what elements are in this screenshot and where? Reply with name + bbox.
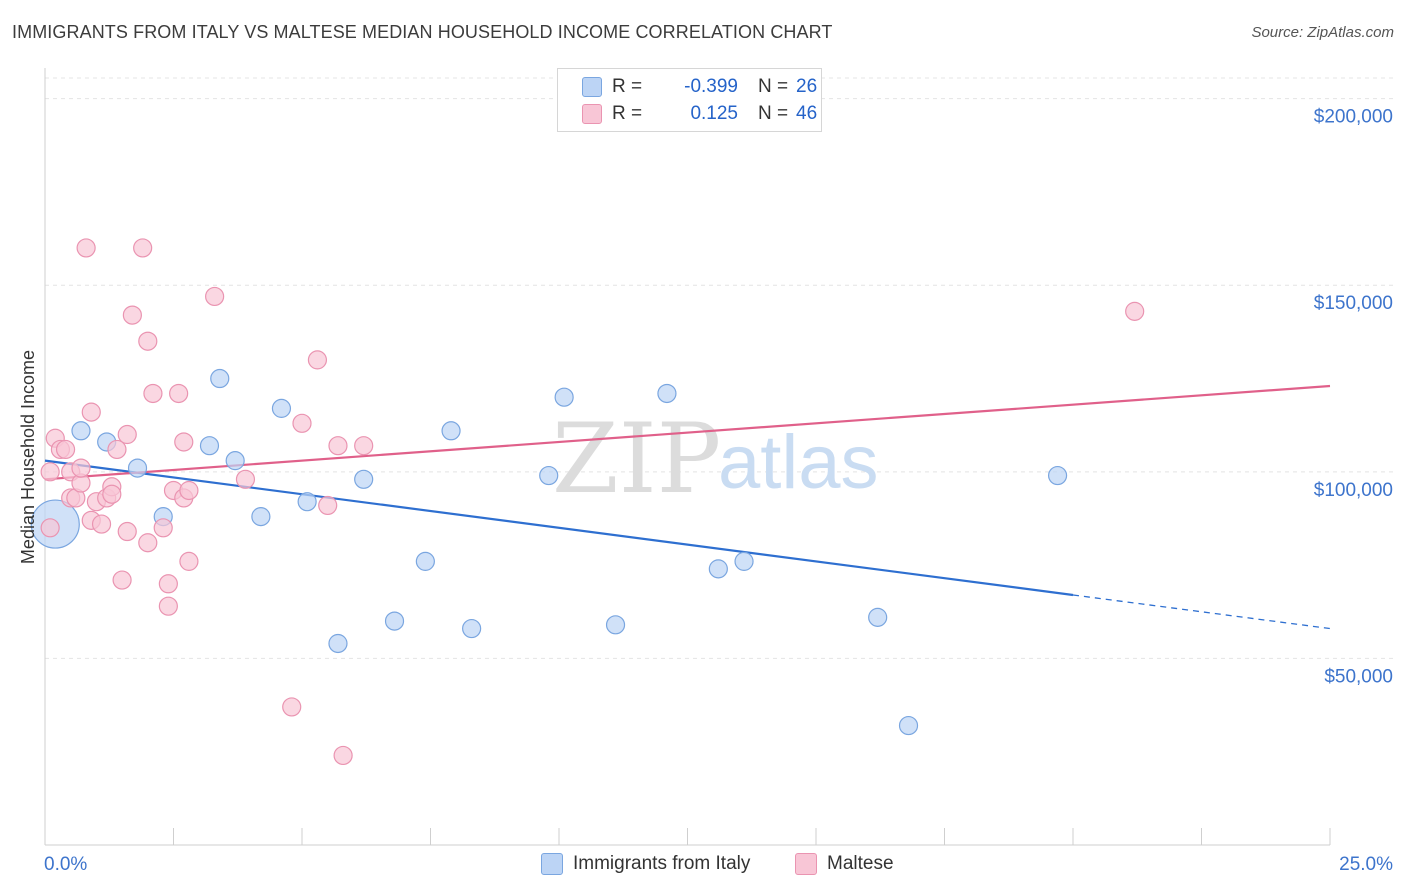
maltese-point (40, 462, 60, 482)
maltese-trend-line (44, 384, 1331, 481)
italy-point (605, 615, 626, 635)
y-tick-label: $100,000 (1314, 480, 1393, 501)
maltese-point (133, 238, 153, 258)
italy-point (657, 383, 677, 404)
maltese-legend-icon (795, 853, 817, 875)
maltese-point (354, 436, 374, 456)
italy-point (415, 551, 435, 571)
italy-point (708, 559, 728, 579)
maltese-point (153, 518, 173, 538)
italy-point (71, 421, 91, 441)
maltese-point (174, 432, 194, 452)
data-points (30, 238, 1145, 766)
correlation-legend: R = -0.399 N = 26 R = 0.125 N = 46 (557, 68, 822, 132)
italy-point (554, 387, 574, 407)
maltese-point (112, 570, 132, 590)
italy-point (210, 368, 230, 389)
y-tick-label: $200,000 (1314, 107, 1393, 128)
maltese-point (179, 480, 199, 501)
maltese-point (158, 574, 178, 594)
italy-point (328, 633, 348, 654)
maltese-point (169, 383, 189, 404)
maltese-point (179, 551, 199, 571)
legend-r-label: R = (612, 76, 643, 97)
chart-title: IMMIGRANTS FROM ITALY VS MALTESE MEDIAN … (12, 22, 833, 42)
series-name-maltese: Maltese (827, 853, 894, 874)
italy-point (898, 715, 919, 736)
italy-point (868, 607, 888, 627)
legend-n-value: 26 (796, 76, 818, 97)
maltese-point (143, 383, 163, 404)
maltese-point (91, 514, 112, 534)
italy-point (734, 551, 754, 571)
maltese-point (158, 596, 178, 616)
legend-r-value: -0.399 (684, 76, 738, 97)
maltese-point (55, 439, 76, 460)
maltese-point (1125, 301, 1145, 321)
maltese-point (138, 533, 158, 553)
italy-point (251, 507, 271, 527)
y-axis-label: Median Household Income (18, 350, 38, 564)
x-tick-label: 25.0% (1339, 854, 1393, 875)
maltese-point (122, 305, 142, 325)
maltese-point (102, 484, 122, 504)
tick-labels: $50,000 $100,000 $150,000 $200,000 0.0% 25.0%… (18, 107, 1393, 875)
y-tick-label: $150,000 (1314, 293, 1393, 314)
italy-trend-extension (1072, 594, 1331, 630)
maltese-point (117, 424, 137, 445)
legend-n-label: N = (758, 103, 789, 124)
italy-point (441, 421, 461, 441)
watermark-atlas: atlas (718, 420, 879, 505)
italy-point (1047, 465, 1068, 486)
italy-point (384, 611, 405, 631)
maltese-swatch-icon (582, 104, 602, 124)
x-tick-label: 0.0% (44, 854, 87, 875)
maltese-point (81, 402, 101, 422)
watermark-zip: ZIP (552, 403, 721, 515)
legend-r-value: 0.125 (690, 103, 738, 124)
italy-legend-icon (541, 853, 563, 875)
axes (44, 68, 1331, 846)
maltese-point (282, 697, 302, 717)
italy-trend-line (44, 459, 1074, 597)
legend-n-label: N = (758, 76, 789, 97)
trend-lines (44, 384, 1331, 630)
maltese-point (205, 286, 225, 307)
maltese-point (138, 331, 158, 351)
italy-swatch-icon (582, 77, 602, 97)
maltese-point (235, 469, 256, 489)
source-label: Source: ZipAtlas.com (1251, 24, 1394, 41)
italy-point (462, 618, 482, 639)
maltese-point (307, 350, 328, 370)
maltese-point (328, 436, 348, 456)
italy-point (225, 451, 245, 471)
maltese-point (333, 745, 353, 766)
legend-r-label: R = (612, 103, 643, 124)
y-tick-label: $50,000 (1324, 666, 1393, 687)
italy-point (354, 469, 374, 489)
maltese-point (107, 439, 127, 460)
italy-point (297, 492, 317, 512)
italy-point (199, 436, 220, 456)
series-name-italy: Immigrants from Italy (573, 853, 751, 874)
italy-point (539, 465, 559, 486)
maltese-point (292, 413, 312, 433)
maltese-point (76, 238, 96, 258)
maltese-point (318, 495, 338, 516)
maltese-point (71, 458, 91, 478)
maltese-point (117, 521, 137, 542)
legend-n-value: 46 (796, 103, 818, 124)
maltese-point (40, 518, 60, 538)
italy-point (271, 398, 292, 418)
italy-point (127, 458, 148, 478)
